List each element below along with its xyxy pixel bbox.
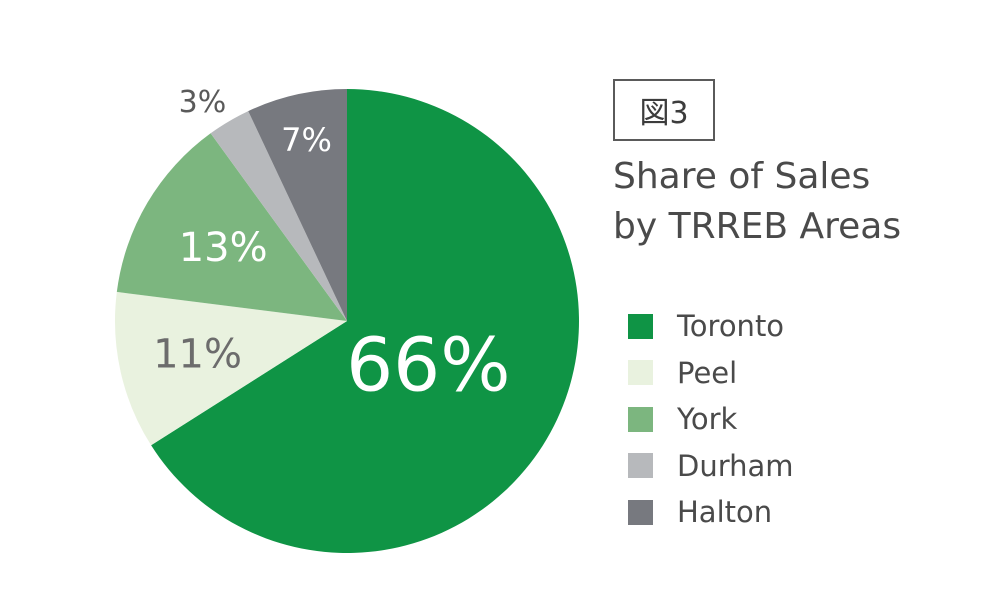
pie-slice-durham [210,111,347,321]
chart-title-line-2: by TRREB Areas [613,206,902,247]
legend-item-york: York [628,396,794,443]
pie-slice-toronto [151,89,579,553]
legend-label-peel: Peel [677,355,738,390]
pie-label-durham: 3% [179,85,227,120]
figure-number: 図3 [639,96,689,131]
pie-label-halton: 7% [281,121,332,159]
legend-label-halton: Halton [677,495,773,530]
legend-label-toronto: Toronto [677,309,785,344]
legend-swatch-york [628,406,653,432]
legend-item-durham: Durham [628,443,794,490]
legend-item-peel: Peel [628,350,794,397]
legend-swatch-toronto [628,313,653,339]
pie-slice-york [116,133,347,321]
legend-swatch-halton [628,499,653,525]
legend-label-york: York [677,402,738,437]
chart-title-line-1: Share of Sales [613,156,871,197]
pie-label-peel: 11% [153,331,242,377]
pie-slice-peel [114,291,347,446]
legend-label-durham: Durham [677,448,794,483]
chart-title: Share of Sales by TRREB Areas [613,152,983,252]
legend-item-halton: Halton [628,489,794,536]
pie-label-toronto: 66% [346,323,510,409]
pie-slice-halton [248,89,347,321]
pie-label-york: 13% [179,225,268,271]
legend: Toronto Peel York Durham Halton [628,303,794,536]
legend-item-toronto: Toronto [628,303,794,350]
figure-number-box: 図3 [613,79,715,141]
legend-swatch-durham [628,453,653,479]
legend-swatch-peel [628,360,653,386]
